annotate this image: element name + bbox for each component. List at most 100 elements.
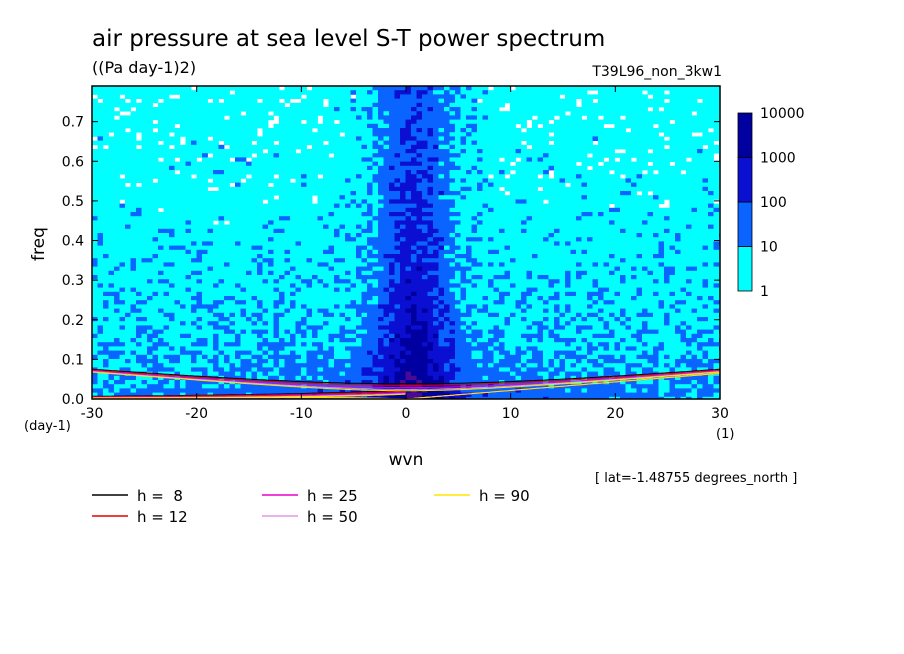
heatmap-cell <box>543 191 549 196</box>
heatmap-cell <box>559 149 566 154</box>
heatmap-cell <box>169 136 175 141</box>
heatmap-cell <box>312 149 318 154</box>
heatmap-cell <box>224 157 230 162</box>
heatmap-cell <box>350 90 357 95</box>
heatmap-cell <box>510 140 516 146</box>
heatmap-cell <box>609 107 615 112</box>
heatmap-cell <box>323 258 329 263</box>
heatmap-cell <box>460 191 467 196</box>
heatmap-cell <box>323 220 329 225</box>
heatmap-cell <box>592 165 599 171</box>
heatmap-cell <box>592 216 599 221</box>
heatmap-cell <box>372 123 379 129</box>
heatmap-cell <box>339 203 346 209</box>
heatmap-cell <box>647 157 654 162</box>
heatmap-cell <box>631 170 637 175</box>
heatmap-cell <box>345 191 351 196</box>
heatmap-cell <box>537 270 544 276</box>
heatmap-cell <box>235 266 241 272</box>
heatmap-cell <box>295 94 302 99</box>
heatmap-cell <box>136 228 142 234</box>
heatmap-cell <box>361 237 368 242</box>
heatmap-cell <box>361 262 368 267</box>
heatmap-cell <box>152 86 159 91</box>
heatmap-cell <box>482 186 489 192</box>
heatmap-cell <box>521 228 527 234</box>
heatmap-cell <box>103 153 109 158</box>
heatmap-cell <box>521 98 527 104</box>
heatmap-cell <box>642 270 648 276</box>
heatmap-cell <box>317 107 324 112</box>
heatmap-cell <box>499 270 505 276</box>
heatmap-cell <box>570 224 577 230</box>
heatmap-cell <box>361 245 368 251</box>
heatmap-cell <box>636 157 643 162</box>
heatmap-cell <box>614 98 621 104</box>
heatmap-cell <box>141 86 148 91</box>
heatmap-cell <box>460 144 467 150</box>
heatmap-cell <box>306 262 313 267</box>
heatmap-cell <box>559 270 566 276</box>
heatmap-cell <box>680 182 687 188</box>
heatmap-cell <box>356 266 362 272</box>
heatmap-cell <box>614 86 621 91</box>
heatmap-cell <box>141 90 148 95</box>
heatmap-cell <box>455 132 461 137</box>
heatmap-cell <box>636 228 643 234</box>
heatmap-cell <box>664 128 670 133</box>
heatmap-cell <box>647 174 654 179</box>
heatmap-cell <box>213 262 219 267</box>
heatmap-cell <box>163 132 170 137</box>
heatmap-cell <box>103 233 109 238</box>
heatmap-cell <box>218 90 225 95</box>
heatmap-cell <box>108 220 115 225</box>
heatmap-cell <box>587 270 593 276</box>
heatmap-cell <box>163 86 170 91</box>
heatmap-cell <box>141 203 148 209</box>
heatmap-cell <box>438 153 445 158</box>
heatmap-cell <box>631 119 637 125</box>
heatmap-cell <box>158 161 164 167</box>
heatmap-cell <box>218 119 225 125</box>
heatmap-cell <box>158 203 164 209</box>
heatmap-cell <box>218 224 225 230</box>
heatmap-cell <box>306 153 313 158</box>
heatmap-cell <box>631 254 637 259</box>
heatmap-cell <box>576 123 582 129</box>
heatmap-cell <box>548 245 555 251</box>
heatmap-cell <box>515 115 522 120</box>
heatmap-cell <box>251 237 258 242</box>
heatmap-cell <box>92 165 98 171</box>
heatmap-cell <box>317 199 324 204</box>
heatmap-cell <box>631 102 637 108</box>
heatmap-cell <box>394 203 401 209</box>
heatmap-cell <box>587 170 593 175</box>
heatmap-cell <box>642 123 648 129</box>
heatmap-cell <box>295 245 302 251</box>
heatmap-cell <box>455 86 461 91</box>
heatmap-cell <box>416 195 423 200</box>
heatmap-cell <box>482 191 489 196</box>
heatmap-cell <box>196 199 203 204</box>
heatmap-cell <box>158 119 164 125</box>
heatmap-cell <box>411 203 417 209</box>
heatmap-cell <box>361 98 368 104</box>
heatmap-cell <box>405 233 412 238</box>
heatmap-cell <box>394 161 401 167</box>
heatmap-cell <box>614 270 621 276</box>
heatmap-cell <box>389 115 395 120</box>
heatmap-cell <box>587 128 593 133</box>
heatmap-cell <box>570 107 577 112</box>
heatmap-cell <box>455 115 461 120</box>
heatmap-cell <box>565 254 571 259</box>
heatmap-cell <box>405 111 412 116</box>
heatmap-cell <box>675 86 681 91</box>
heatmap-cell <box>642 140 648 146</box>
heatmap-cell <box>301 266 307 272</box>
heatmap-cell <box>658 245 665 251</box>
heatmap-cell <box>460 228 467 234</box>
heatmap-cell <box>130 258 137 263</box>
heatmap-cell <box>246 161 252 167</box>
heatmap-cell <box>196 258 203 263</box>
heatmap-cell <box>477 199 483 204</box>
